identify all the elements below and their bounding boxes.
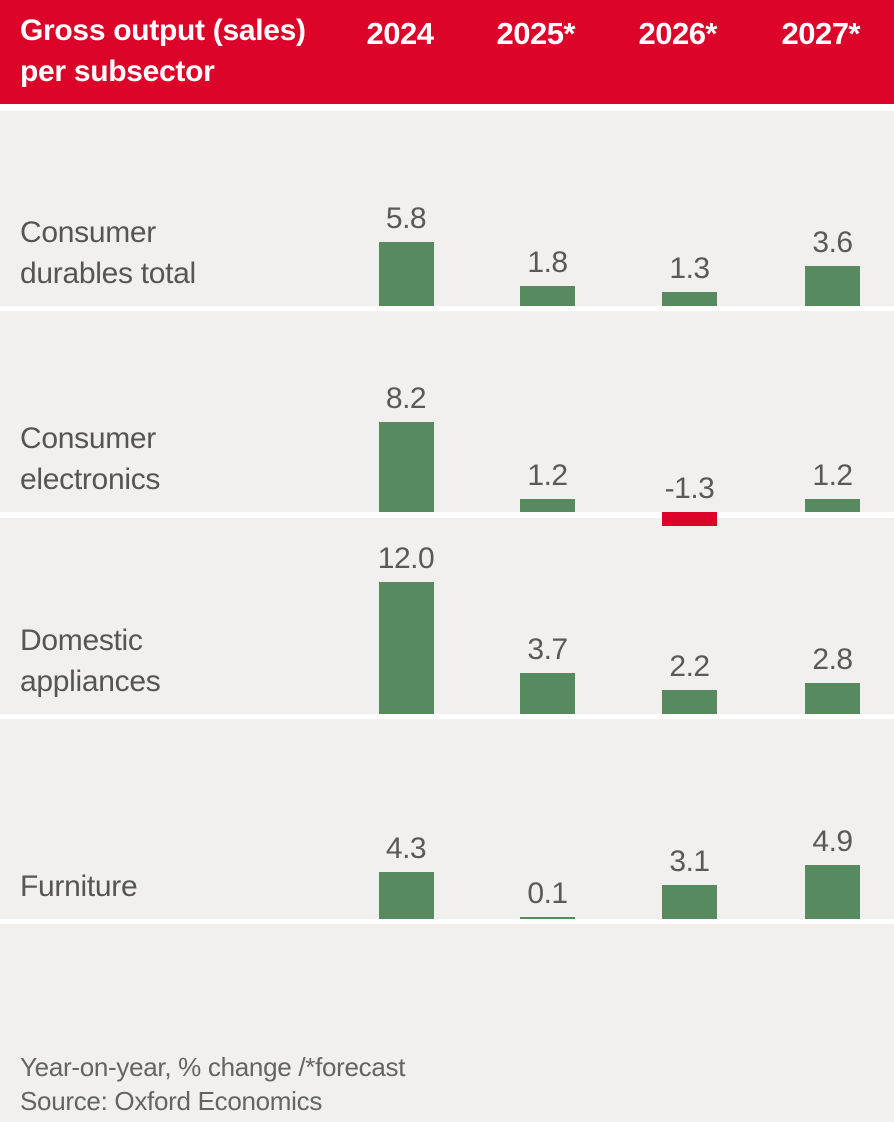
value-label: 4.3 (385, 831, 427, 865)
row-block: Consumer electronics 8.2 1.2 -1.3 1.2 (0, 311, 894, 527)
value-label: 3.1 (669, 844, 710, 878)
bar (805, 865, 860, 919)
row-label-line: electronics (20, 463, 161, 496)
footer: Year-on-year, % change /*forecast Source… (20, 1050, 405, 1118)
row-label-line: durables total (20, 257, 196, 290)
value-label: 2.2 (669, 649, 710, 683)
value-label: 1.8 (527, 246, 568, 280)
row-block: Domestic appliances 12.0 3.7 2.2 2.8 (0, 518, 894, 714)
bar (662, 512, 717, 527)
bar (378, 871, 434, 919)
row-label: Furniture (20, 866, 138, 907)
row-label-line: Furniture (20, 870, 138, 903)
row-label-line: Consumer (20, 216, 156, 249)
value-label: -1.3 (664, 472, 715, 505)
value-label: 1.3 (669, 251, 710, 285)
chart-title: Gross output (sales) per subsector (20, 10, 306, 92)
value-label: 3.6 (812, 226, 853, 260)
bar (805, 266, 860, 306)
column-header: 2026* (638, 16, 717, 51)
value-label: 0.1 (527, 877, 568, 910)
row-label: Consumer electronics (20, 418, 160, 500)
bar (520, 673, 575, 714)
column-header: 2027* (781, 16, 860, 51)
row-block: Furniture 4.3 0.1 3.1 4.9 (0, 719, 894, 919)
bar (378, 421, 434, 512)
row-block: Consumer durables total 5.8 1.8 1.3 3.6 (0, 111, 894, 306)
value-label: 1.2 (527, 458, 568, 492)
row-label: Domestic appliances (20, 620, 161, 702)
chart-title-line2: per subsector (20, 55, 215, 88)
value-label: 2.8 (812, 643, 853, 677)
bar (662, 689, 717, 714)
bar (378, 582, 434, 714)
bar (805, 683, 860, 714)
bottom-block: Year-on-year, % change /*forecast Source… (0, 924, 894, 1122)
row-label-line: appliances (20, 665, 161, 698)
value-label: 5.8 (385, 202, 427, 236)
value-label: 8.2 (385, 381, 427, 415)
chart-title-line1: Gross output (sales) (20, 14, 306, 47)
bar (520, 286, 575, 306)
row-label-line: Domestic (20, 624, 143, 657)
column-header: 2024 (366, 16, 434, 51)
bar (520, 498, 575, 512)
header-band: Gross output (sales) per subsector 2024 2… (0, 0, 894, 104)
value-label: 3.7 (527, 633, 568, 667)
bar (805, 498, 860, 512)
bar (662, 291, 717, 306)
column-header: 2025* (496, 16, 575, 51)
value-label: 4.9 (812, 825, 853, 859)
row-label: Consumer durables total (20, 212, 196, 294)
bar (520, 917, 575, 919)
bar (662, 884, 717, 919)
value-label: 12.0 (377, 542, 435, 575)
row-label-line: Consumer (20, 422, 156, 455)
value-label: 1.2 (812, 458, 853, 492)
footer-source: Source: Oxford Economics (20, 1086, 323, 1116)
bar (378, 242, 434, 306)
footer-note: Year-on-year, % change /*forecast (20, 1052, 406, 1082)
